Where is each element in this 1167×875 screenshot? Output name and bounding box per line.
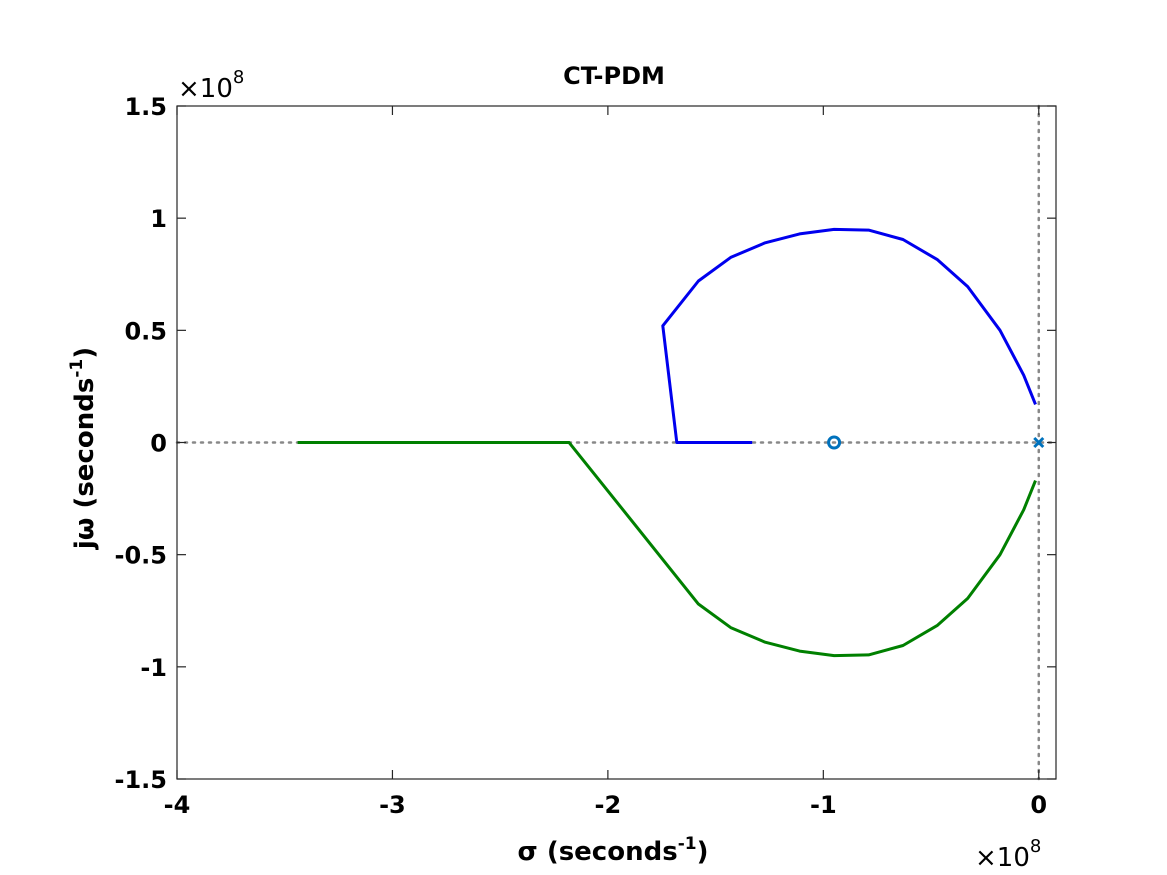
- x-tick-label: -4: [164, 791, 191, 819]
- x-tick-label: 0: [1030, 791, 1047, 819]
- y-tick-label: 0.5: [124, 317, 167, 345]
- y-tick-label: 1: [150, 205, 167, 233]
- x-axis-label: σ (seconds-1): [518, 834, 709, 867]
- y-tick-label: 1.5: [124, 93, 167, 121]
- y-axis-multiplier: ×108: [178, 67, 244, 104]
- chart-title: CT-PDM: [563, 62, 665, 90]
- y-tick-label: -1.5: [115, 766, 167, 794]
- series-layer: [297, 227, 1037, 658]
- y-tick-label: -0.5: [115, 542, 167, 570]
- y-tick-label: 0: [150, 430, 167, 458]
- locus-branch-2: [297, 441, 1037, 658]
- pole-marker: [1033, 436, 1045, 449]
- x-tick-label: -2: [595, 791, 622, 819]
- locus-branch-1: [661, 227, 1037, 444]
- x-axis-multiplier: ×108: [975, 836, 1041, 873]
- marker-layer: [827, 435, 1045, 450]
- x-tick-label: -1: [810, 791, 837, 819]
- pole-marker-stroke: [1033, 436, 1045, 449]
- zero-marker: [827, 435, 842, 450]
- y-tick-label: -1: [140, 654, 167, 682]
- x-tick-label: -3: [379, 791, 406, 819]
- y-axis-label: jω (seconds-1): [67, 347, 100, 550]
- x-axis-ticks: -4 -3 -2 -1 0: [164, 106, 1047, 819]
- y-axis-ticks: -1.5 -1 -0.5 0 0.5 1 1.5: [115, 93, 1056, 794]
